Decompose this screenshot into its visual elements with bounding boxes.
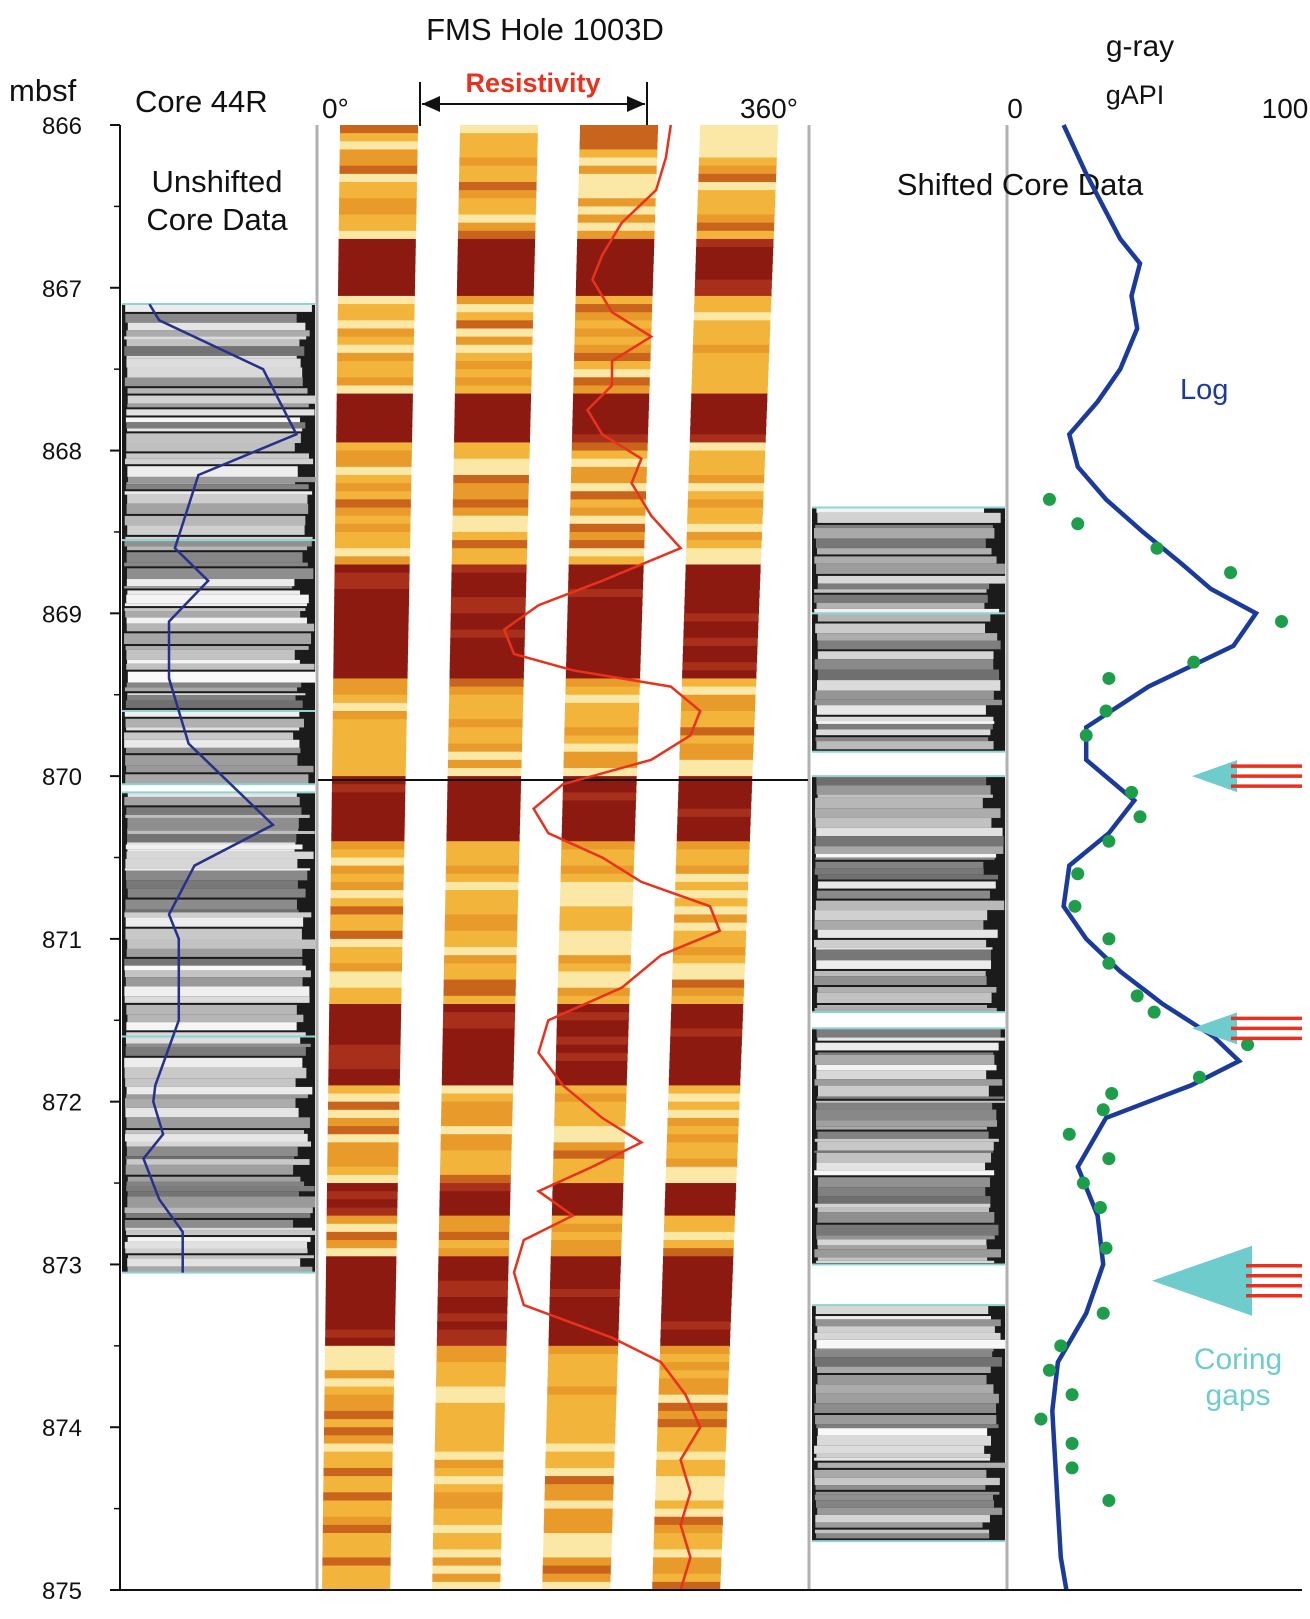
coring-gap-arrow [1152, 1245, 1302, 1316]
core-gray-point [1079, 728, 1093, 742]
core-gray-point [1034, 1412, 1048, 1426]
core-images-shifted [812, 506, 1006, 1543]
core-section [122, 539, 316, 712]
fms-pad-strip [322, 125, 418, 1590]
core-gray-point [1125, 785, 1139, 799]
resistivity-label: Resistivity [465, 68, 600, 98]
core-gray-point [1187, 655, 1201, 669]
core-header: Core 44R [135, 84, 268, 119]
depth-tick-label: 873 [42, 1252, 82, 1279]
core-gray-point [1105, 1087, 1119, 1101]
core-gray-point [1150, 541, 1164, 555]
core-gray-point [1275, 614, 1289, 628]
core-gray-point [1224, 566, 1238, 580]
coring-gap-arrow [1192, 1012, 1302, 1045]
resistivity-curve [502, 124, 722, 1591]
depth-tick-label: 866 [42, 113, 82, 140]
gray-title: g-ray [1106, 30, 1174, 63]
core-section [812, 1304, 1006, 1543]
core-gray-points-shifted [1034, 492, 1289, 1507]
core-gray-point [1099, 704, 1113, 718]
depth-tick-label: 874 [42, 1415, 82, 1442]
core-gray-point [1076, 1176, 1090, 1190]
core-gray-point [1071, 517, 1085, 531]
azimuth-end-label: 360° [740, 93, 798, 124]
depth-tick-label: 871 [42, 927, 82, 954]
depth-tick-label: 869 [42, 601, 82, 628]
coring-gap-arrows [1152, 760, 1302, 1316]
core-gray-point [1099, 1241, 1113, 1255]
gaps-label-2: gaps [1205, 1379, 1270, 1412]
core-gray-point [1192, 1070, 1206, 1084]
core-gray-point [1102, 671, 1116, 685]
core-gray-point [1102, 1493, 1116, 1507]
unshifted-label-2: Core Data [146, 202, 288, 237]
core-gray-point [1096, 1103, 1110, 1117]
core-gray-point [1042, 1363, 1056, 1377]
depth-tick-label: 872 [42, 1090, 82, 1117]
fms-image [322, 125, 778, 1590]
log-label: Log [1180, 374, 1228, 406]
fms-pad-strip [542, 125, 658, 1590]
core-gray-point [1068, 899, 1082, 913]
core-section [812, 775, 1005, 1014]
core-section [122, 1035, 316, 1274]
log-gray-curve [1050, 124, 1260, 1591]
core-gray-point [1065, 1461, 1079, 1475]
depth-tick-label: 867 [42, 276, 82, 303]
shifted-label: Shifted Core Data [897, 167, 1144, 202]
core-gray-point [1102, 932, 1116, 946]
coring-gap-arrow [1192, 760, 1302, 793]
gray-unit: gAPI [1106, 80, 1165, 110]
core-gray-point [1102, 956, 1116, 970]
core-section [812, 506, 1006, 615]
depth-tick-label: 868 [42, 439, 82, 466]
core-gray-point [1102, 834, 1116, 848]
core-gray-point [1093, 1200, 1107, 1214]
core-gray-point [1062, 1127, 1076, 1141]
fms-pad-strip [652, 125, 778, 1590]
core-gray-point [1042, 492, 1056, 506]
depth-axis-ticks: 866 867 868 869 870 871 872 873 874 875 [42, 113, 120, 1605]
core-gray-point [1147, 1005, 1161, 1019]
resistivity-range-arrow [419, 82, 648, 126]
core-gray-point [1096, 1306, 1110, 1320]
core-gray-point [1065, 1388, 1079, 1402]
azimuth-start-label: 0° [322, 93, 349, 124]
core-images-unshifted [122, 303, 316, 1274]
depth-tick-label: 870 [42, 764, 82, 791]
fms-pad-strip [432, 125, 538, 1590]
gray-min-label: 0 [1007, 93, 1023, 124]
figure-title: FMS Hole 1003D [426, 12, 664, 47]
core-gray-point [1102, 1152, 1116, 1166]
core-section [122, 791, 316, 1038]
core-section [122, 303, 316, 542]
gray-max-label: 100 [1262, 93, 1309, 124]
core-gray-point [1130, 989, 1144, 1003]
depth-unit-label: mbsf [9, 73, 77, 108]
core-section [812, 612, 1006, 753]
depth-tick-label: 875 [42, 1578, 82, 1605]
core-section [812, 1027, 1005, 1266]
core-gray-point [1071, 867, 1085, 881]
core-gray-point [1054, 1339, 1068, 1353]
core-gray-point [1133, 810, 1147, 824]
core-gray-curve-unshifted [142, 303, 299, 1273]
core-gray-point [1065, 1437, 1079, 1450]
unshifted-label-1: Unshifted [152, 164, 283, 199]
gaps-label-1: Coring [1194, 1343, 1282, 1376]
core-gray-point [1241, 1038, 1255, 1052]
